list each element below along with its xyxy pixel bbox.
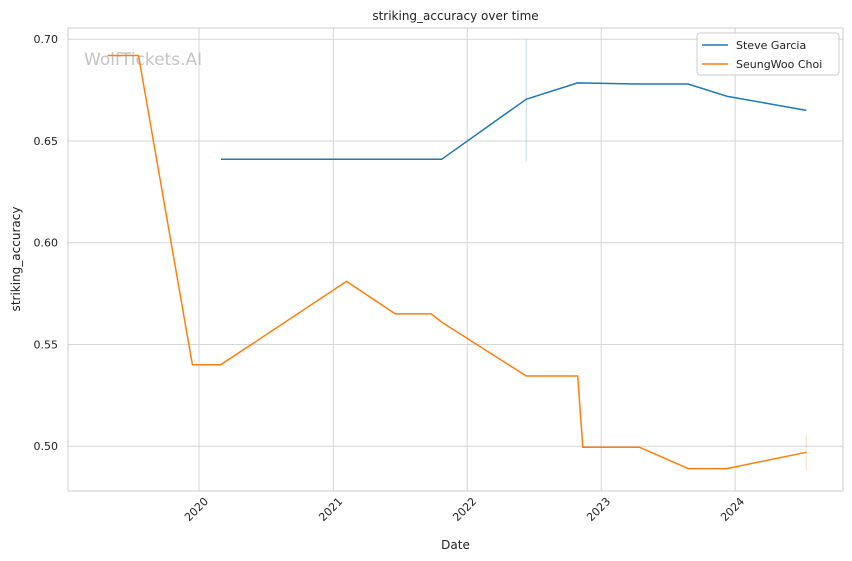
legend-label-seungwoo-choi: SeungWoo Choi bbox=[736, 58, 822, 71]
series-lines bbox=[107, 54, 807, 470]
watermark: WolfTickets.AI bbox=[84, 50, 202, 70]
y-tick-label: 0.70 bbox=[34, 33, 59, 46]
chart-title: striking_accuracy over time bbox=[372, 9, 538, 23]
x-tick-label: 2021 bbox=[316, 495, 345, 524]
x-axis-ticks: 2020 2021 2022 2023 2024 bbox=[182, 495, 747, 524]
y-tick-label: 0.65 bbox=[34, 135, 59, 148]
plot-frame bbox=[67, 27, 844, 492]
y-tick-label: 0.60 bbox=[34, 237, 59, 250]
series-line-seungwoo-choi bbox=[107, 54, 807, 470]
y-axis-label: striking_accuracy bbox=[9, 207, 23, 312]
x-axis-label: Date bbox=[441, 538, 470, 552]
grid bbox=[68, 28, 843, 491]
y-tick-label: 0.55 bbox=[34, 338, 59, 351]
y-tick-label: 0.50 bbox=[34, 440, 59, 453]
uncertainty-band-steve-garcia bbox=[525, 39, 527, 162]
legend-label-steve-garcia: Steve Garcia bbox=[736, 39, 806, 52]
legend: Steve Garcia SeungWoo Choi bbox=[696, 32, 840, 76]
x-tick-label: 2022 bbox=[450, 495, 479, 524]
x-tick-label: 2023 bbox=[584, 495, 613, 524]
y-axis-ticks: 0.50 0.55 0.60 0.65 0.70 bbox=[34, 33, 59, 453]
x-tick-label: 2020 bbox=[182, 495, 211, 524]
series-line-steve-garcia bbox=[221, 82, 807, 161]
uncertainty-bands bbox=[525, 39, 807, 471]
x-tick-label: 2024 bbox=[718, 495, 747, 524]
legend-box bbox=[696, 32, 840, 76]
